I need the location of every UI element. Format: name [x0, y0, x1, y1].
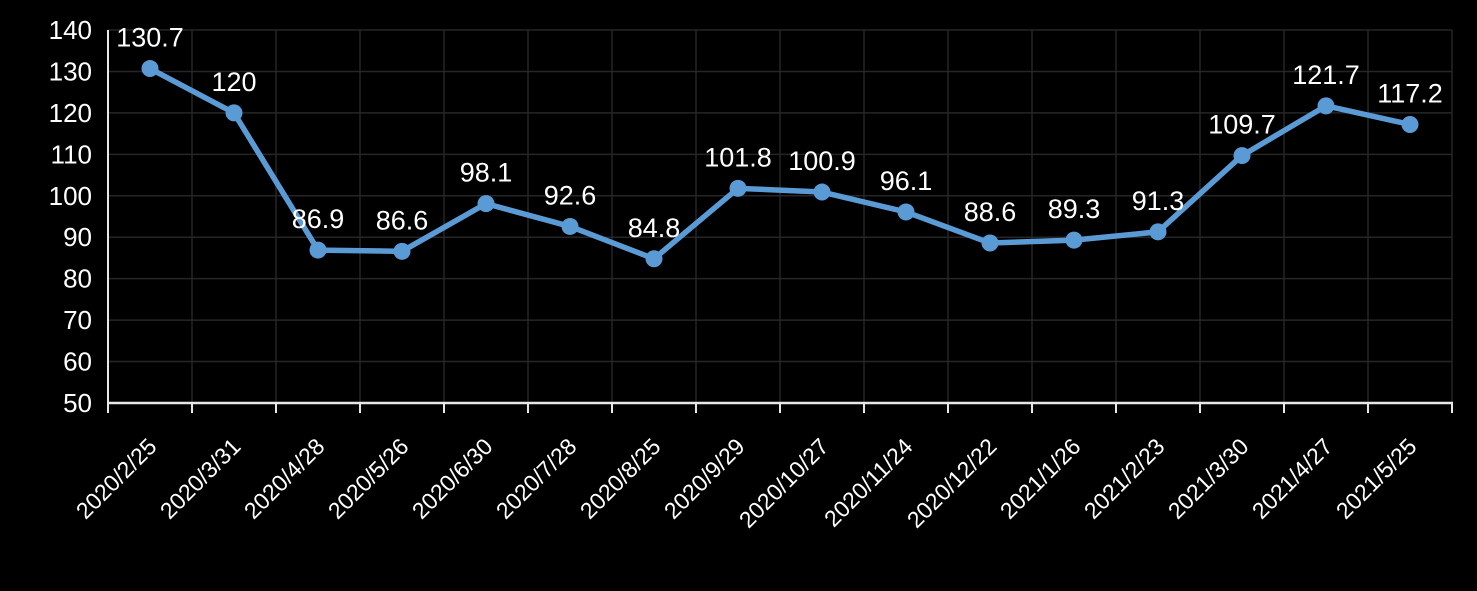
- x-axis-tick-label: 2020/5/26: [323, 433, 414, 524]
- data-label: 92.6: [544, 180, 597, 210]
- data-label: 88.6: [964, 197, 1017, 227]
- data-point: [813, 183, 831, 201]
- x-axis-tick-label: 2021/4/27: [1247, 433, 1338, 524]
- data-labels: 130.7 120 86.9 86.6 98.1 92.6 84.8 101.8 100.9 96…: [116, 23, 1443, 243]
- y-axis-tick-label: 80: [63, 264, 92, 294]
- x-axis-tick-label: 2020/4/28: [239, 433, 330, 524]
- x-axis-tick-label: 2021/1/26: [995, 433, 1086, 524]
- x-axis-tick-label: 2020/9/29: [659, 433, 750, 524]
- x-axis-tick-label: 2020/10/27: [734, 433, 834, 533]
- y-axis-tick-label: 140: [49, 15, 92, 45]
- data-label: 86.9: [292, 204, 345, 234]
- x-axis-labels: 2020/2/252020/3/312020/4/282020/5/262020…: [71, 433, 1422, 533]
- data-label: 100.9: [788, 146, 856, 176]
- data-label: 91.3: [1132, 186, 1185, 216]
- data-label: 120: [211, 67, 256, 97]
- y-axis-tick-label: 130: [49, 56, 92, 86]
- data-point: [897, 203, 915, 221]
- x-axis-tick-label: 2021/2/23: [1079, 433, 1170, 524]
- data-point: [645, 250, 663, 268]
- data-point: [1401, 115, 1419, 133]
- x-axis-tick-label: 2020/7/28: [491, 433, 582, 524]
- data-point: [1065, 231, 1083, 249]
- data-label: 96.1: [880, 166, 933, 196]
- data-label: 101.8: [704, 142, 772, 172]
- y-axis-tick-label: 50: [63, 388, 92, 418]
- data-label: 109.7: [1208, 110, 1276, 140]
- data-point: [1233, 147, 1251, 165]
- y-axis-labels: 50 60 70 80 90 100 110 120 130 140: [49, 15, 92, 418]
- data-label: 130.7: [116, 23, 184, 53]
- data-point: [225, 104, 243, 122]
- data-label: 86.6: [376, 205, 429, 235]
- data-label: 98.1: [460, 158, 513, 188]
- x-axis-tick-label: 2020/2/25: [71, 433, 162, 524]
- y-axis-tick-label: 70: [63, 305, 92, 335]
- data-point: [1317, 97, 1335, 115]
- data-label: 117.2: [1377, 78, 1443, 108]
- data-label: 121.7: [1292, 60, 1360, 90]
- y-axis-tick-label: 100: [49, 181, 92, 211]
- data-point: [729, 179, 747, 197]
- data-point: [477, 195, 495, 213]
- data-point: [309, 241, 327, 259]
- data-label: 89.3: [1048, 194, 1101, 224]
- data-point: [393, 242, 411, 260]
- y-axis-tick-label: 90: [63, 222, 92, 252]
- data-point: [981, 234, 999, 252]
- data-point-markers: [141, 60, 1419, 268]
- y-axis-tick-label: 60: [63, 347, 92, 377]
- gridlines: [108, 29, 1453, 404]
- x-axis-tick-label: 2020/12/22: [902, 433, 1002, 533]
- x-axis-tick-label: 2021/5/25: [1331, 433, 1422, 524]
- x-axis-tick-label: 2020/8/25: [575, 433, 666, 524]
- series-line: [147, 65, 1413, 262]
- x-axis-tick-label: 2020/6/30: [407, 433, 498, 524]
- y-axis-tick-label: 120: [49, 98, 92, 128]
- data-point: [1149, 223, 1167, 241]
- y-axis-tick-label: 110: [51, 139, 92, 169]
- x-axis-tick-label: 2020/3/31: [155, 433, 246, 524]
- data-point: [141, 60, 159, 78]
- x-axis-tick-label: 2021/3/30: [1163, 433, 1254, 524]
- axes: [107, 30, 1453, 413]
- data-label: 84.8: [628, 213, 681, 243]
- data-point: [561, 217, 579, 235]
